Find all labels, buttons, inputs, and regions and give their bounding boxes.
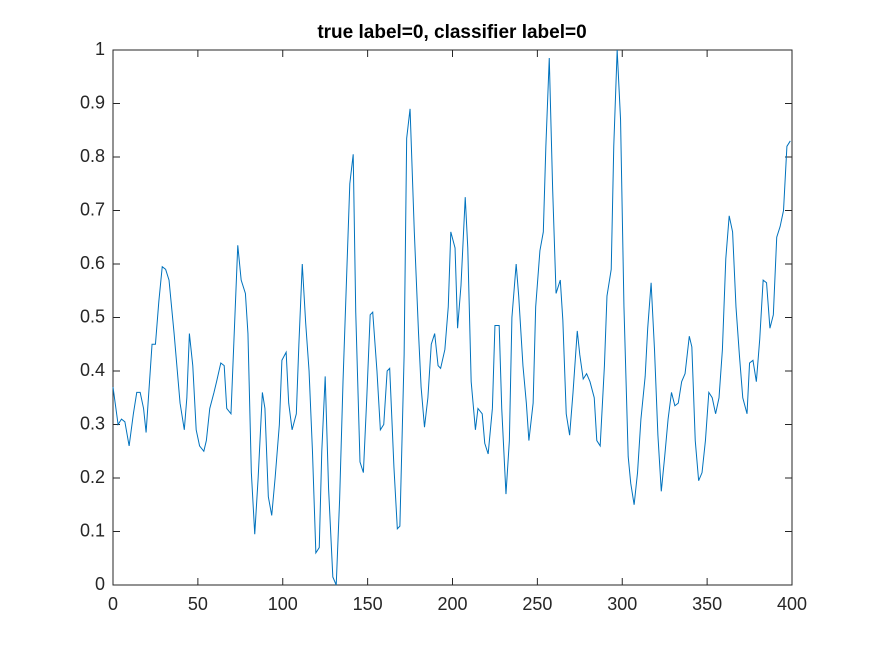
x-tick-label: 400 [777, 594, 807, 614]
y-tick-label: 0.3 [80, 413, 105, 433]
y-tick-label: 0.9 [80, 92, 105, 112]
x-tick-label: 250 [522, 594, 552, 614]
y-tick-label: 0 [95, 574, 105, 594]
y-tick-label: 0.2 [80, 467, 105, 487]
y-tick-label: 0.7 [80, 199, 105, 219]
y-tick-label: 0.6 [80, 253, 105, 273]
x-tick-label: 200 [437, 594, 467, 614]
x-tick-label: 50 [188, 594, 208, 614]
plot-area [112, 49, 793, 586]
x-tick-label: 150 [353, 594, 383, 614]
x-tick-label: 0 [108, 594, 118, 614]
y-tick-label: 0.5 [80, 306, 105, 326]
x-tick-label: 100 [268, 594, 298, 614]
x-tick-label: 300 [607, 594, 637, 614]
y-tick-label: 0.1 [80, 520, 105, 540]
data-line [112, 49, 791, 586]
y-tick-label: 1 [95, 39, 105, 59]
chart-title: true label=0, classifier label=0 [317, 22, 586, 43]
y-tick-label: 0.8 [80, 146, 105, 166]
y-tick-label: 0.4 [80, 360, 105, 380]
x-tick-label: 350 [692, 594, 722, 614]
